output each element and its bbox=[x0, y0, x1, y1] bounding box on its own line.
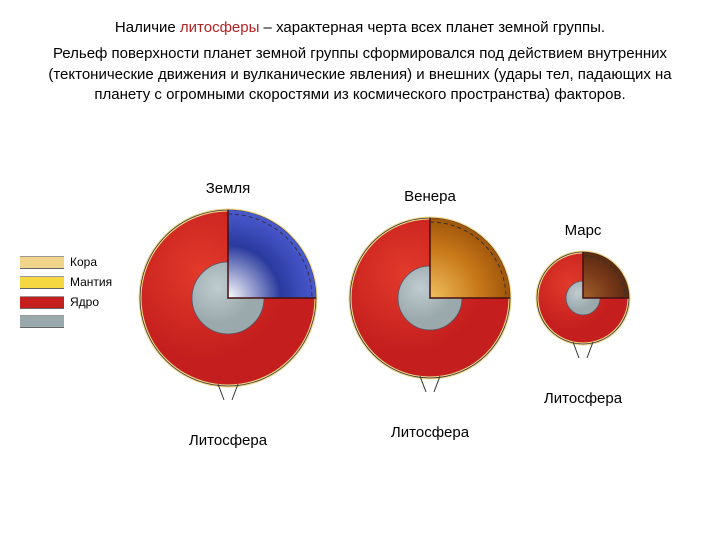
legend-swatch-mantle bbox=[20, 276, 64, 289]
legend-row-mantle: Мантия bbox=[20, 275, 112, 289]
header-line1: Наличие литосферы – характерная черта вс… bbox=[30, 18, 690, 38]
legend-label-crust: Кора bbox=[70, 255, 97, 269]
legend-swatch-core bbox=[20, 296, 64, 309]
planet-mars: Марс Литосфера bbox=[532, 222, 634, 407]
header-line2: Рельеф поверхности планет земной группы … bbox=[30, 44, 690, 105]
planet-earth: Земля Литосфера bbox=[135, 180, 321, 449]
header-pre: Наличие bbox=[115, 19, 180, 36]
lithosphere-label-mars: Литосфера bbox=[532, 390, 634, 407]
planet-name-venus: Венера bbox=[345, 188, 515, 205]
legend-row-crust: Кора bbox=[20, 255, 112, 269]
planet-venus: Венера Литосфера bbox=[345, 188, 515, 441]
legend-swatch-4 bbox=[20, 315, 64, 328]
header-highlight: литосферы bbox=[180, 19, 259, 36]
planets-container: Земля Литосфера Венера bbox=[100, 180, 700, 440]
legend-label-core: Ядро bbox=[70, 295, 99, 309]
legend-row-4 bbox=[20, 315, 112, 328]
planet-name-mars: Марс bbox=[532, 222, 634, 239]
legend-row-core: Ядро bbox=[20, 295, 112, 309]
lithosphere-label-earth: Литосфера bbox=[135, 432, 321, 449]
header-post: – характерная черта всех планет земной г… bbox=[259, 19, 605, 36]
planet-name-earth: Земля bbox=[135, 180, 321, 197]
lithosphere-label-venus: Литосфера bbox=[345, 424, 515, 441]
legend: Кора Мантия Ядро bbox=[20, 255, 112, 334]
header-text: Наличие литосферы – характерная черта вс… bbox=[0, 0, 720, 105]
legend-swatch-crust bbox=[20, 256, 64, 269]
